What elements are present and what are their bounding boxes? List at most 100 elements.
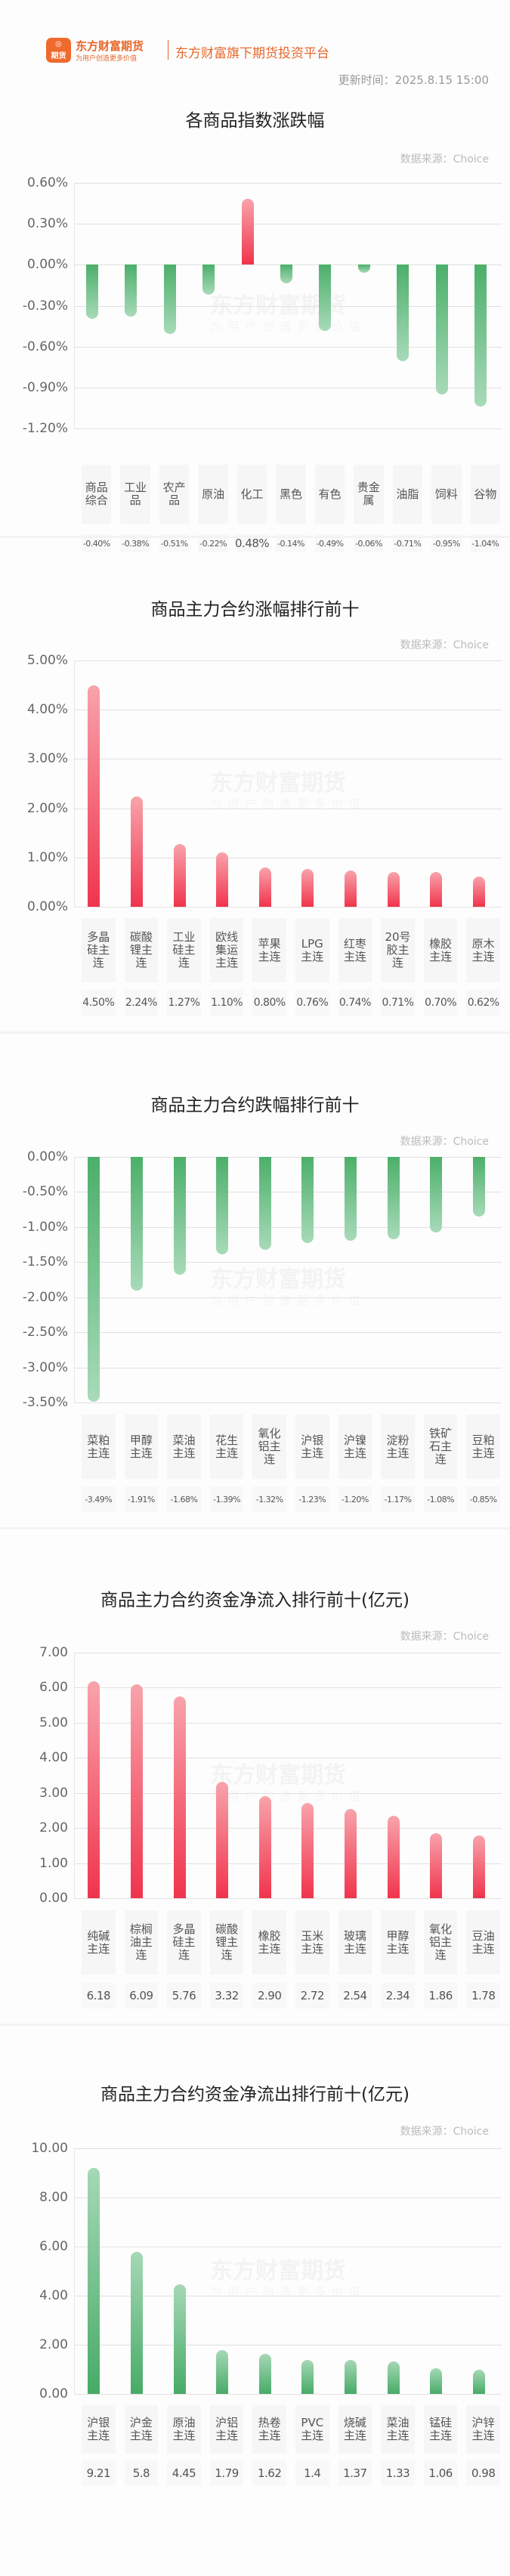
y-tick-label: 4.00 — [39, 1750, 68, 1766]
category-label: 谷物 — [470, 465, 500, 524]
bar-4[interactable] — [258, 2354, 271, 2394]
bar-2[interactable] — [173, 844, 186, 907]
bar-8[interactable] — [397, 264, 410, 362]
plot-area — [74, 2148, 502, 2395]
category-label: 沪银主连 — [295, 1415, 329, 1479]
bar-7[interactable] — [387, 2361, 400, 2394]
bar-3[interactable] — [216, 852, 229, 907]
bar-6[interactable] — [319, 264, 332, 332]
bar-0[interactable] — [85, 264, 98, 320]
gridline — [74, 1297, 502, 1298]
bar-4[interactable] — [258, 1157, 271, 1250]
bar-3[interactable] — [216, 1781, 229, 1898]
brand-name: 东方财富期货 — [76, 39, 144, 53]
category-label: 橡胶主连 — [252, 1910, 286, 1975]
y-axis-line — [74, 660, 75, 907]
gridline — [74, 1332, 502, 1334]
bar-6[interactable] — [344, 870, 357, 907]
y-tick-label: 0.00 — [39, 1891, 68, 1906]
bar-7[interactable] — [387, 1816, 400, 1898]
value-label: 2.72 — [295, 1983, 329, 2009]
bar-5[interactable] — [301, 869, 314, 907]
brand-logo-icon: ◎ 期货 — [46, 38, 71, 63]
gridline — [74, 1863, 502, 1864]
bar-9[interactable] — [435, 264, 448, 394]
y-tick-label: -2.00% — [22, 1289, 68, 1305]
bar-6[interactable] — [344, 1157, 357, 1242]
gridline — [74, 1402, 502, 1403]
y-tick-label: 10.00 — [31, 2141, 68, 2156]
y-tick-label: 5.00 — [39, 1715, 68, 1730]
gridline — [74, 428, 502, 429]
plot-area — [74, 1653, 502, 1899]
bar-4[interactable] — [258, 867, 271, 907]
y-tick-label: 4.00 — [39, 2288, 68, 2303]
bar-8[interactable] — [430, 1157, 443, 1233]
category-label: 棕榈油主连 — [124, 1910, 159, 1975]
value-label: 1.06 — [423, 2460, 458, 2486]
bar-9[interactable] — [472, 2370, 485, 2394]
bar-7[interactable] — [387, 871, 400, 907]
y-tick-label: -0.90% — [22, 379, 68, 395]
bar-5[interactable] — [301, 1157, 314, 1244]
bar-4[interactable] — [258, 1796, 271, 1898]
value-label: 1.4 — [295, 2460, 329, 2486]
bar-1[interactable] — [130, 1157, 143, 1291]
value-label: 1.78 — [466, 1983, 500, 2009]
category-label: 原油 — [198, 465, 228, 524]
chart-title: 各商品指数涨跌幅 — [185, 111, 325, 131]
bar-9[interactable] — [472, 1835, 485, 1898]
bar-4[interactable] — [241, 199, 254, 264]
bar-5[interactable] — [301, 2359, 314, 2394]
bar-0[interactable] — [88, 685, 100, 907]
bar-3[interactable] — [216, 2349, 229, 2394]
bar-8[interactable] — [430, 872, 443, 907]
bar-5[interactable] — [301, 1802, 314, 1898]
bar-8[interactable] — [430, 2367, 443, 2394]
y-tick-label: 1.00% — [26, 849, 68, 865]
value-label: 3.32 — [209, 1983, 244, 2009]
category-label: 花生主连 — [209, 1415, 244, 1479]
bar-2[interactable] — [173, 1696, 186, 1898]
bar-1[interactable] — [130, 796, 143, 907]
bar-3[interactable] — [202, 264, 215, 295]
bar-1[interactable] — [125, 264, 138, 317]
bar-6[interactable] — [344, 2360, 357, 2394]
value-label: 2.24% — [124, 990, 159, 1016]
category-label: 油脂 — [392, 465, 423, 524]
category-label: 橡胶主连 — [423, 918, 458, 982]
bar-2[interactable] — [173, 2284, 186, 2394]
bar-0[interactable] — [88, 2167, 100, 2394]
value-label: 1.33 — [381, 2460, 415, 2486]
value-label: 1.62 — [252, 2460, 286, 2486]
bar-9[interactable] — [472, 876, 485, 907]
bar-2[interactable] — [173, 1157, 186, 1275]
gridline — [74, 1226, 502, 1228]
bar-3[interactable] — [216, 1157, 229, 1255]
gridline — [74, 1157, 502, 1158]
category-label: 菜粕主连 — [82, 1415, 116, 1479]
category-label: 玻璃主连 — [338, 1910, 372, 1975]
bar-5[interactable] — [280, 264, 292, 284]
section-divider — [0, 2024, 510, 2026]
gridline — [74, 1792, 502, 1794]
bar-1[interactable] — [130, 1684, 143, 1898]
bar-8[interactable] — [430, 1832, 443, 1898]
bar-9[interactable] — [472, 1157, 485, 1217]
gridline — [74, 1898, 502, 1899]
y-tick-label: 0.30% — [26, 216, 68, 232]
bar-7[interactable] — [387, 1157, 400, 1239]
bar-2[interactable] — [163, 264, 176, 335]
bar-10[interactable] — [474, 264, 487, 407]
value-label: -0.85% — [466, 1486, 500, 1512]
bar-0[interactable] — [88, 1681, 100, 1898]
section-divider — [0, 536, 510, 538]
bar-1[interactable] — [130, 2251, 143, 2394]
value-label: -1.17% — [381, 1486, 415, 1512]
bar-7[interactable] — [357, 264, 370, 273]
category-label: 沪金主连 — [124, 2405, 159, 2454]
bar-6[interactable] — [344, 1809, 357, 1898]
gridline — [74, 2345, 502, 2346]
bar-0[interactable] — [88, 1157, 100, 1402]
brand-slogan: 为用户创造更多价值 — [76, 55, 138, 63]
